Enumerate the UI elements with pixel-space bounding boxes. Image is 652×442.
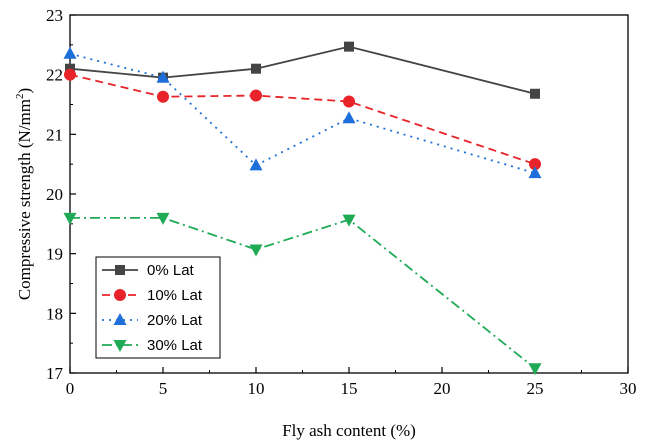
x-tick-label: 5 [159, 379, 168, 398]
y-tick-label: 17 [46, 364, 64, 383]
y-tick-label: 22 [46, 66, 63, 85]
data-point-20pct-lat [249, 158, 263, 171]
y-tick-label: 19 [46, 245, 63, 264]
x-tick-label: 0 [66, 379, 75, 398]
series-line-10pct-lat [69, 73, 536, 166]
data-point-0pct-lat [530, 88, 540, 99]
data-point-20pct-lat [342, 111, 356, 124]
data-point-20pct-lat [63, 46, 77, 59]
legend: 0% Lat 10% Lat 20% Lat 30% Lat [95, 256, 221, 359]
y-tick-label: 20 [46, 185, 63, 204]
x-tick-label: 10 [248, 379, 265, 398]
data-point-10pct-lat [529, 158, 541, 171]
x-axis-title: Fly ash content (%) [282, 421, 416, 440]
series-10pct-lat [64, 68, 541, 171]
data-point-30pct-lat [342, 214, 356, 227]
legend-label-20pct-lat: 20% Lat [147, 312, 203, 329]
y-tick-label: 23 [46, 6, 63, 25]
data-point-30pct-lat [249, 244, 263, 257]
data-point-20pct-lat [528, 166, 542, 179]
y-axis-title-superscript: 2 [14, 94, 26, 100]
series-30pct-lat [63, 212, 542, 376]
data-point-20pct-lat [156, 70, 170, 83]
legend-marker-30pct-lat [113, 340, 127, 352]
data-point-0pct-lat [344, 41, 354, 52]
y-axis-title-main: Compressive strength (N/mm [15, 99, 34, 300]
series-line-30pct-lat [70, 216, 536, 369]
legend-item-30pct-lat: 30% Lat [102, 337, 203, 354]
series-line-20pct-lat [69, 52, 536, 174]
data-point-30pct-lat [63, 212, 77, 225]
x-tick-labels: 0 5 10 15 20 25 30 [66, 379, 637, 398]
legend-item-0pct-lat: 0% Lat [102, 262, 195, 279]
y-tick-labels: 17 18 19 20 21 22 23 [46, 6, 64, 383]
data-point-10pct-lat [343, 95, 355, 108]
y-tick-label: 18 [46, 304, 63, 323]
legend-item-20pct-lat: 20% Lat [102, 312, 203, 329]
data-point-30pct-lat [528, 363, 542, 376]
legend-label-30pct-lat: 30% Lat [147, 337, 203, 354]
x-tick-label: 20 [434, 379, 451, 398]
data-point-0pct-lat [251, 63, 261, 74]
x-tick-label: 15 [341, 379, 358, 398]
legend-item-10pct-lat: 10% Lat [102, 287, 203, 304]
x-tick-label: 30 [620, 379, 637, 398]
data-point-10pct-lat [64, 68, 76, 81]
legend-marker-20pct-lat [113, 313, 127, 325]
x-tick-label: 25 [527, 379, 544, 398]
data-point-10pct-lat [250, 89, 262, 102]
y-axis-title-close: ) [15, 88, 34, 94]
series-line-0pct-lat [69, 45, 536, 95]
data-point-10pct-lat [157, 90, 169, 103]
legend-marker-10pct-lat [114, 289, 126, 301]
data-point-30pct-lat [156, 212, 170, 225]
legend-label-0pct-lat: 0% Lat [147, 262, 195, 279]
legend-marker-0pct-lat [115, 265, 125, 275]
series-20pct-lat [63, 46, 542, 179]
axis-ticks [69, 14, 629, 374]
y-axis-title: Compressive strength (N/mm2) [14, 88, 34, 300]
legend-label-10pct-lat: 10% Lat [147, 287, 203, 304]
series-layer [63, 41, 542, 376]
y-tick-label: 21 [46, 125, 63, 144]
